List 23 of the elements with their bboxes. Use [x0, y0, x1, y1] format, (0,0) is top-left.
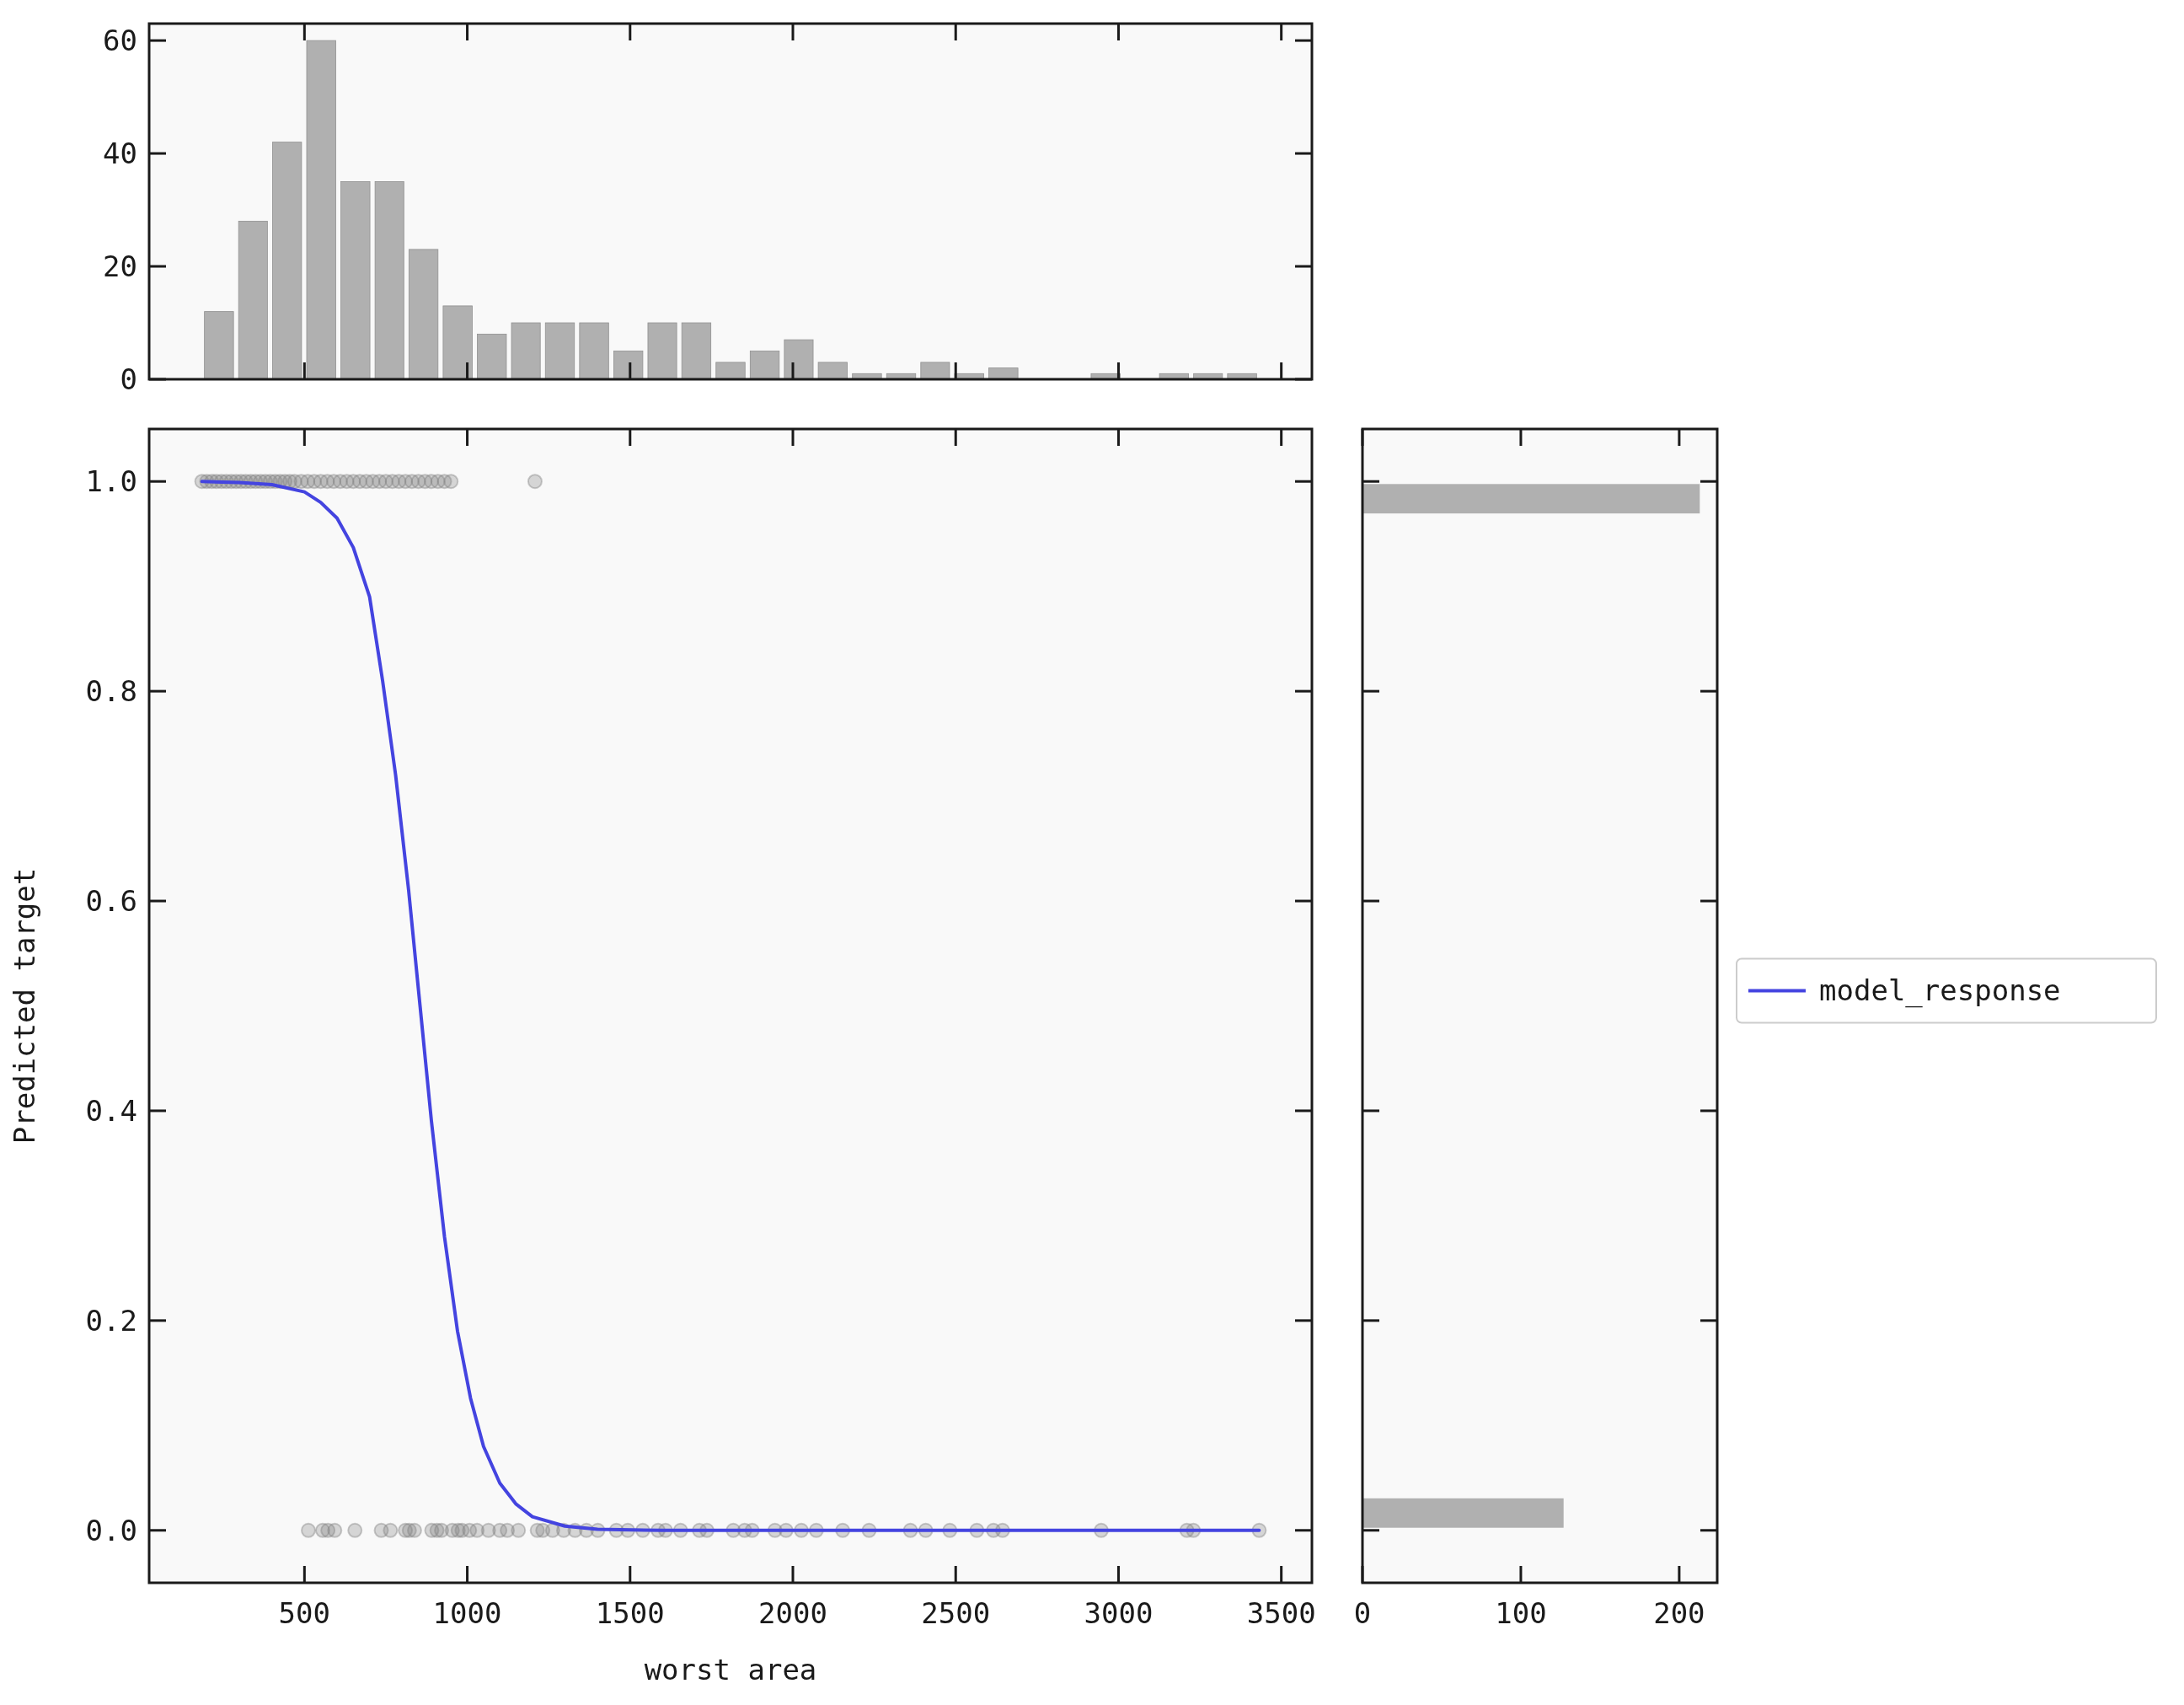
y-tick-label: 0.2 — [85, 1303, 137, 1338]
x-axis-title: worst area — [644, 1653, 817, 1686]
y-tick-label: 0.4 — [85, 1093, 137, 1128]
x-tick-label: 1000 — [432, 1596, 502, 1630]
y-axis-title: Predicted target — [8, 867, 41, 1145]
y-tick-label: 60 — [103, 24, 137, 57]
x-tick-label: 0 — [1353, 1596, 1372, 1630]
x-tick-label: 200 — [1653, 1596, 1705, 1630]
y-tick-label: 0.6 — [85, 883, 137, 918]
x-tick-label: 1500 — [595, 1596, 665, 1630]
y-tick-label: 0.8 — [85, 674, 137, 709]
x-tick-label: 100 — [1495, 1596, 1547, 1630]
x-tick-label: 2500 — [921, 1596, 991, 1630]
y-tick-label: 0.0 — [85, 1513, 137, 1547]
y-tick-label: 0 — [120, 362, 137, 396]
legend-label: model_response — [1819, 973, 2061, 1009]
x-tick-label: 2000 — [758, 1596, 827, 1630]
x-tick-label: 3500 — [1246, 1596, 1316, 1630]
x-tick-label: 500 — [278, 1596, 331, 1630]
y-tick-label: 40 — [103, 136, 137, 170]
y-tick-label: 20 — [103, 249, 137, 283]
x-tick-label: 3000 — [1084, 1596, 1154, 1630]
y-tick-label: 1.0 — [85, 464, 137, 499]
